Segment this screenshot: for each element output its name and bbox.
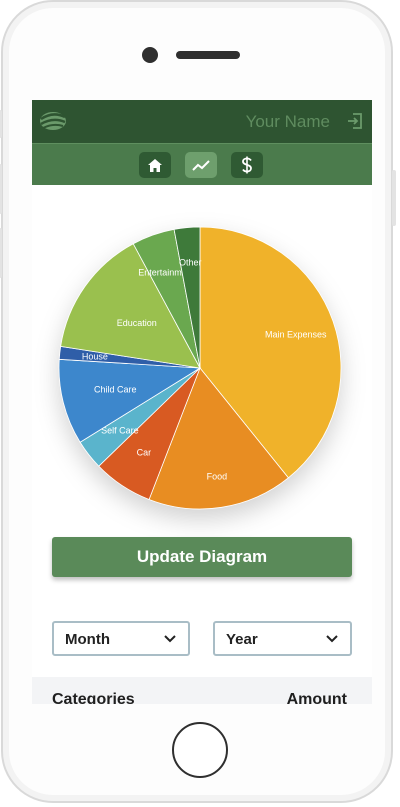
pie-slice-education[interactable] — [60, 243, 201, 369]
pie-label-main-expenses: Main Expenses — [265, 329, 327, 339]
chevron-down-icon — [326, 635, 338, 643]
volume-down-button — [0, 228, 2, 278]
pie-label-education: Education — [117, 318, 157, 328]
year-select-value: Year — [226, 631, 258, 648]
chart-line-icon — [192, 160, 210, 171]
update-diagram-button[interactable]: Update Diagram — [52, 537, 352, 577]
expense-pie-chart: Main Expenses Food Car Self Care Child Care H… — [55, 223, 345, 513]
pie-slice-main-expenses[interactable] — [199, 226, 342, 479]
pie-label-self-care: Self Care — [101, 425, 139, 435]
volume-up-button — [0, 164, 2, 214]
earpiece-speaker — [176, 51, 240, 59]
home-button[interactable] — [172, 722, 228, 778]
user-name[interactable]: Your Name — [245, 112, 330, 131]
year-select[interactable]: Year — [213, 621, 352, 656]
dollar-icon — [242, 156, 252, 174]
nav-dollar-button[interactable] — [231, 152, 263, 178]
pie-slice-other[interactable] — [173, 226, 201, 369]
front-camera — [142, 47, 158, 63]
pie-slice-food[interactable] — [148, 367, 289, 510]
mute-switch — [0, 110, 2, 138]
home-icon — [148, 158, 162, 172]
pie-label-food: Food — [207, 472, 228, 482]
month-select[interactable]: Month — [52, 621, 190, 656]
pie-label-other: Other — [179, 258, 202, 268]
pie-label-entertainment: Entertainment — [138, 267, 195, 277]
amount-column-header: Amount — [286, 691, 347, 704]
categories-table-header: Categories Amount — [32, 677, 372, 704]
pie-slice-child-care[interactable] — [58, 358, 202, 443]
nav-home-button[interactable] — [139, 152, 171, 178]
power-button — [392, 170, 396, 226]
nav-bar — [32, 143, 372, 185]
nav-chart-button[interactable] — [185, 152, 217, 178]
pie-label-car: Car — [137, 448, 152, 458]
logout-icon[interactable] — [346, 112, 364, 130]
pie-label-child-care: Child Care — [94, 384, 137, 394]
chevron-down-icon — [164, 635, 176, 643]
app-logo-icon[interactable] — [38, 109, 68, 133]
pie-svg: Main Expenses Food Car Self Care Child Care H… — [58, 226, 342, 510]
categories-column-header: Categories — [52, 691, 135, 704]
top-bar: Your Name — [32, 100, 372, 143]
month-select-value: Month — [65, 631, 110, 648]
pie-label-house: House — [82, 352, 108, 362]
app-screen: Your Name — [32, 100, 372, 704]
